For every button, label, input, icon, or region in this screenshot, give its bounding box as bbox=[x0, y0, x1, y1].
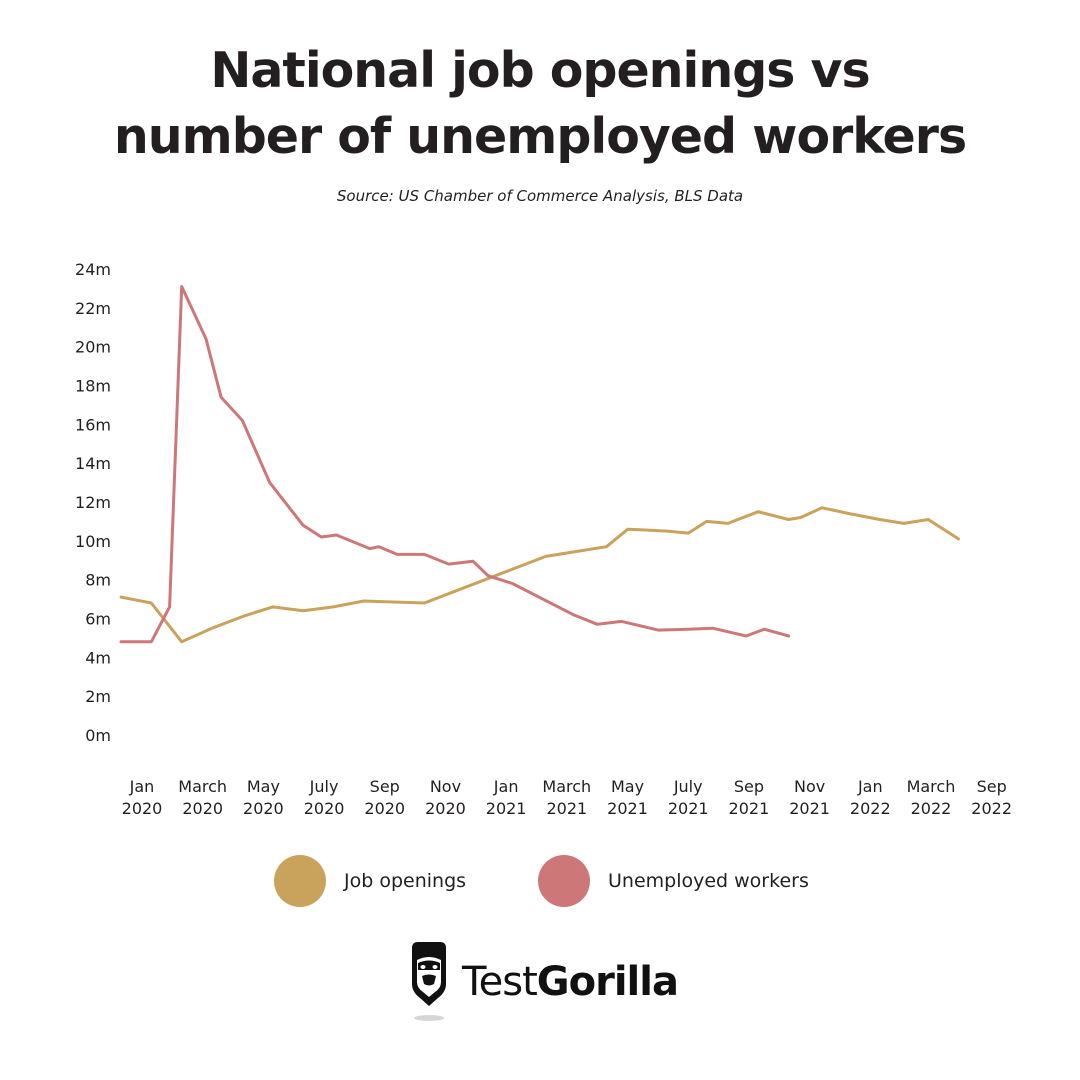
chart-title: National job openings vs number of unemp… bbox=[0, 38, 1080, 170]
legend-swatch-job-openings bbox=[274, 855, 326, 907]
legend-swatch-unemployed-workers bbox=[538, 855, 590, 907]
x-tick-label: Jan 2021 bbox=[486, 777, 527, 818]
brand-name-test: Test bbox=[462, 959, 538, 1005]
gorilla-head-icon bbox=[412, 942, 446, 1021]
series-line-unemployed-workers bbox=[119, 285, 791, 644]
series-line-job-openings bbox=[119, 506, 960, 644]
legend-item-job-openings: Job openings bbox=[274, 855, 466, 907]
y-tick-label: 0m bbox=[85, 726, 111, 745]
x-axis: Jan 2020 March 2020 May 2020 July 2020 Sep 2020 No… bbox=[122, 777, 1012, 818]
x-tick-label: May 2020 bbox=[243, 777, 284, 818]
y-tick-label: 2m bbox=[85, 687, 111, 706]
x-tick-label: Sep 2020 bbox=[364, 777, 405, 818]
chart-title-line1: National job openings vs bbox=[210, 42, 870, 99]
y-tick-label: 6m bbox=[85, 610, 111, 629]
brand-name-gorilla: Gorilla bbox=[536, 959, 679, 1005]
x-tick-label: July 2021 bbox=[668, 777, 709, 818]
chart-legend: Job openings Unemployed workers bbox=[0, 855, 1080, 911]
legend-item-unemployed-workers: Unemployed workers bbox=[538, 855, 809, 907]
y-tick-label: 8m bbox=[85, 571, 111, 590]
chart-source: Source: US Chamber of Commerce Analysis,… bbox=[336, 187, 744, 205]
y-tick-label: 4m bbox=[85, 648, 111, 667]
y-tick-label: 16m bbox=[75, 415, 111, 434]
x-tick-label: Jan 2020 bbox=[122, 777, 163, 818]
y-tick-label: 12m bbox=[75, 493, 111, 512]
chart-series bbox=[119, 285, 960, 644]
line-chart: 0m 2m 4m 6m 8m 10m 12m 14m 16m 18m 20m 22m 24m Jan 20… bbox=[75, 260, 1012, 818]
legend-label-unemployed-workers: Unemployed workers bbox=[608, 870, 809, 892]
y-tick-label: 20m bbox=[75, 338, 111, 357]
y-tick-label: 14m bbox=[75, 454, 111, 473]
y-tick-label: 18m bbox=[75, 377, 111, 396]
y-axis: 0m 2m 4m 6m 8m 10m 12m 14m 16m 18m 20m 22m 24m bbox=[75, 260, 111, 745]
y-tick-label: 22m bbox=[75, 299, 111, 318]
brand-wordmark: TestGorilla bbox=[462, 959, 679, 1005]
testgorilla-logo: TestGorilla bbox=[408, 940, 679, 1024]
x-tick-label: Sep 2021 bbox=[729, 777, 770, 818]
chart-title-line2: number of unemployed workers bbox=[113, 108, 967, 165]
y-tick-label: 10m bbox=[75, 532, 111, 551]
x-tick-label: July 2020 bbox=[304, 777, 345, 818]
x-tick-label: Jan 2022 bbox=[850, 777, 891, 818]
x-tick-label: Sep 2022 bbox=[971, 777, 1012, 818]
x-tick-label: May 2021 bbox=[607, 777, 648, 818]
x-tick-label: March 2020 bbox=[178, 777, 227, 818]
x-tick-label: Nov 2020 bbox=[425, 777, 466, 818]
x-tick-label: March 2022 bbox=[907, 777, 956, 818]
legend-label-job-openings: Job openings bbox=[344, 870, 467, 892]
x-tick-label: Nov 2021 bbox=[789, 777, 830, 818]
x-tick-label: March 2021 bbox=[542, 777, 591, 818]
y-tick-label: 24m bbox=[75, 260, 111, 279]
